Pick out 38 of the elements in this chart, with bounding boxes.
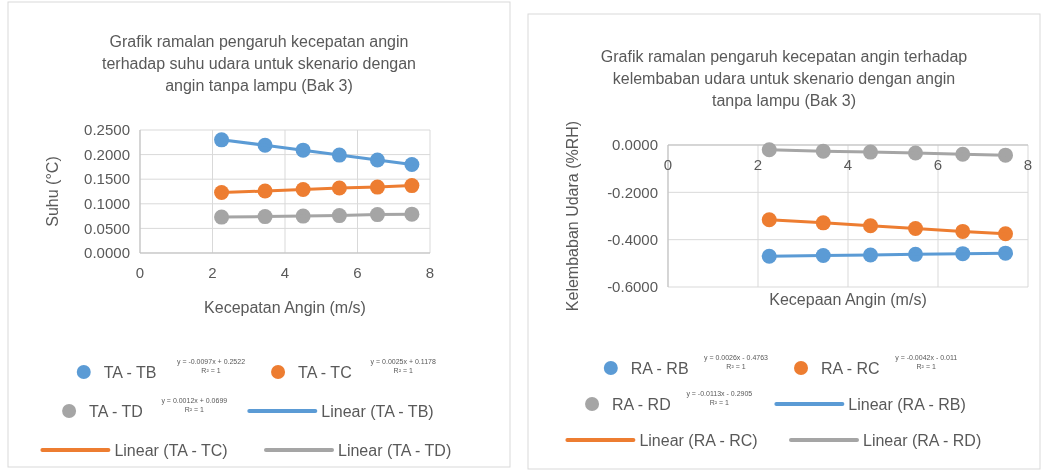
legend-label: RA - RB <box>630 359 689 377</box>
legend-label: Linear (RA - RD) <box>863 431 982 449</box>
y-tick-label: -0.4000 <box>607 230 658 248</box>
x-axis-title: Kecepaan Angin (m/s) <box>769 291 927 308</box>
legend-label: Linear (TA - TD) <box>338 441 452 459</box>
legend-label: Linear (RA - RB) <box>848 395 966 413</box>
y-tick-label: 0.1500 <box>84 170 130 188</box>
legend-label: RA - RC <box>821 359 880 377</box>
y-axis-title: Kelembaban Udara (%RH) <box>564 120 581 312</box>
legend-label: TA - TC <box>298 363 352 381</box>
x-tick-label: 6 <box>353 264 362 281</box>
chart-title: Grafik ramalan pengaruh kecepatan angin terhadap kelembaban udara untuk skenario dengan angin tanpa lampu (Bak 3) <box>600 48 968 109</box>
legend-label: Linear (TA - TB) <box>321 402 434 420</box>
legend-label: RA - RD <box>612 395 671 413</box>
x-tick-label: 0 <box>663 156 673 173</box>
y-tick-label: 0.1000 <box>84 195 130 213</box>
x-axis-title: Kecepatan Angin (m/s) <box>204 299 366 316</box>
x-tick-label: 4 <box>280 264 290 281</box>
x-tick-label: 8 <box>1023 156 1033 173</box>
x-tick-label: 0 <box>135 264 145 281</box>
legend-label: TA - TB <box>103 363 157 381</box>
legend-label: TA - TD <box>89 402 143 420</box>
y-tick-label: 0.0500 <box>84 219 130 237</box>
y-tick-label: 0.0000 <box>84 244 130 262</box>
x-tick-label: 2 <box>753 156 763 173</box>
legend-label: Linear (TA - TC) <box>114 441 228 459</box>
y-tick-label: -0.6000 <box>607 278 658 296</box>
x-tick-label: 4 <box>843 156 853 173</box>
y-tick-label: 0.2000 <box>84 145 130 163</box>
x-tick-label: 8 <box>425 264 435 281</box>
y-tick-label: 0.0000 <box>612 136 658 154</box>
x-tick-label: 2 <box>208 264 217 281</box>
y-tick-label: 0.2500 <box>84 121 130 139</box>
legend-label: Linear (RA - RC) <box>639 431 758 449</box>
y-tick-label: -0.2000 <box>607 183 658 201</box>
x-tick-label: 6 <box>933 156 943 173</box>
y-axis-title: Suhu (°C) <box>44 156 61 227</box>
chart-title: Grafik ramalan pengaruh kecepatan angin terhadap suhu udara untuk skenario dengan angin tanpa lampu (Bak 3) <box>101 33 417 94</box>
